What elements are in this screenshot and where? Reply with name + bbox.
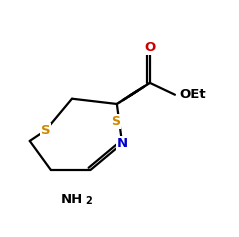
Text: O: O [144,41,156,54]
Text: 2: 2 [86,196,92,206]
Text: NH: NH [61,192,83,205]
Text: N: N [117,137,128,150]
Text: S: S [111,115,120,128]
Text: S: S [41,124,50,137]
Text: OEt: OEt [179,88,206,101]
